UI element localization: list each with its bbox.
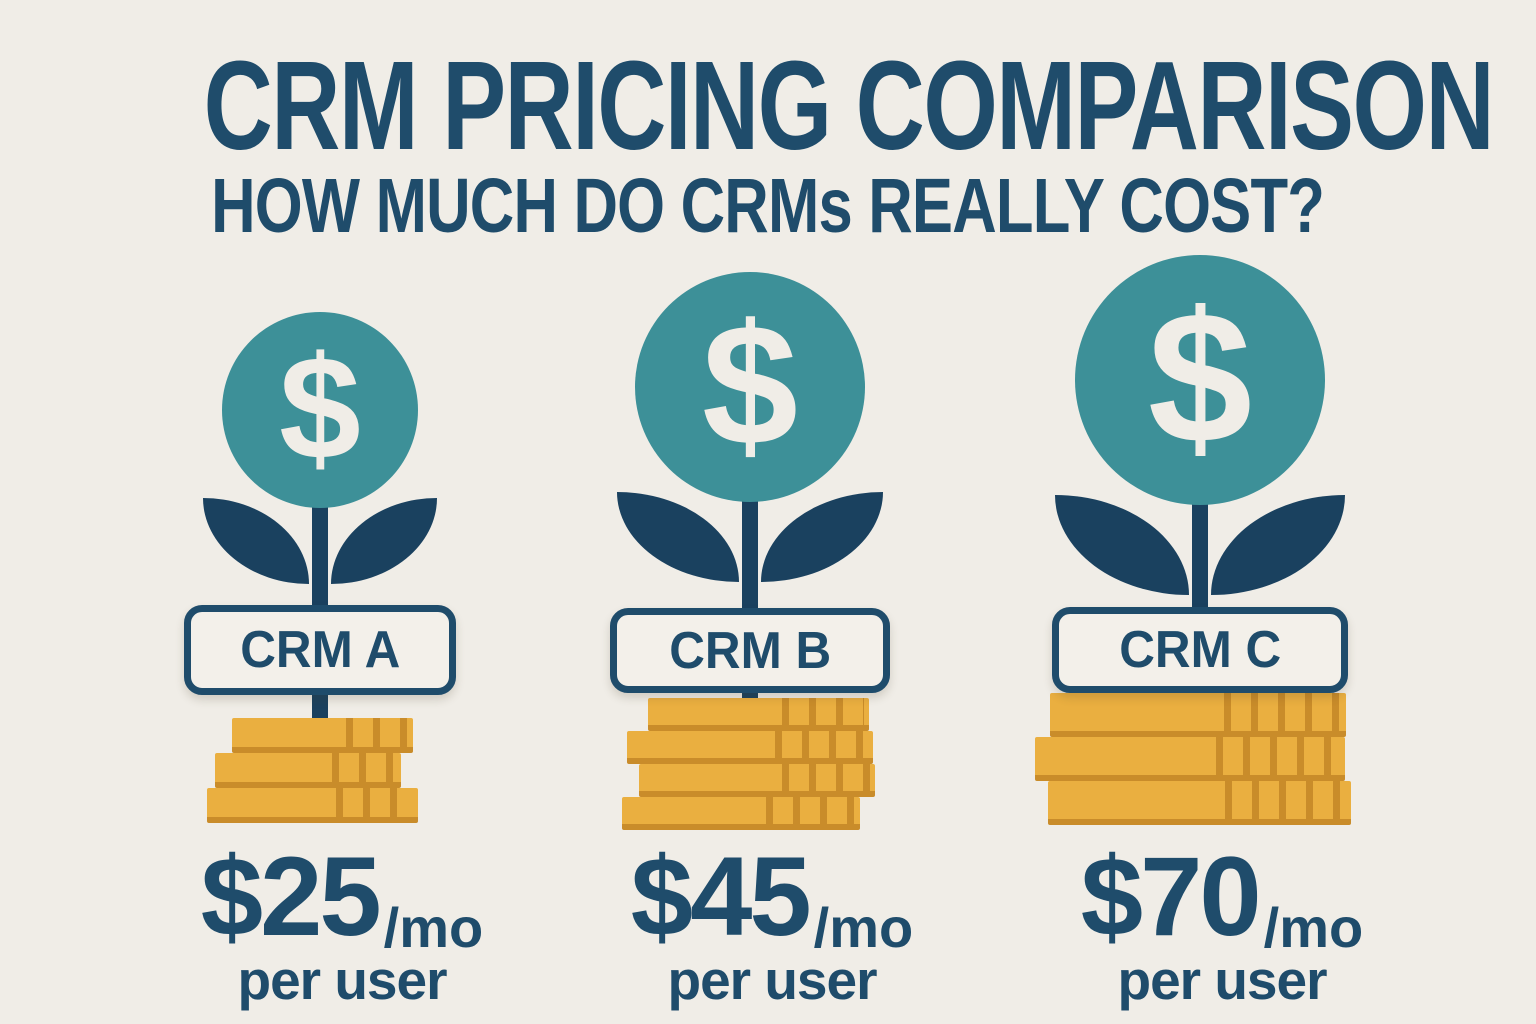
coin <box>231 718 413 753</box>
coin <box>627 731 873 764</box>
crm-label: CRM B <box>669 621 831 680</box>
dollar-sign-icon: $ <box>1147 272 1253 483</box>
leaf-left-icon <box>1055 495 1189 595</box>
coin <box>1035 737 1345 781</box>
price-line: $70 /mo <box>1080 834 1363 959</box>
price-line: $25 /mo <box>200 834 483 959</box>
crm-label-box-a: CRM A <box>184 605 456 695</box>
price-amount: $25 <box>200 834 382 959</box>
money-plant-b: $ <box>540 272 960 608</box>
coin <box>639 764 875 797</box>
crm-column-c: $ CRM C $70 /mo per user <box>980 255 1420 1012</box>
coin <box>1047 781 1351 825</box>
coin <box>1050 693 1346 737</box>
price-period: /mo <box>1263 896 1364 959</box>
coin <box>206 788 418 823</box>
stem-icon <box>312 695 328 718</box>
crm-column-b: $ CRM B $45 /mo per user <box>540 272 960 1012</box>
crm-label: CRM A <box>239 621 401 679</box>
page-title: CRM PRICING COMPARISON <box>0 35 1536 176</box>
money-plant-c: $ <box>980 255 1420 607</box>
crm-label: CRM C <box>1119 621 1281 679</box>
dollar-coin-icon: $ <box>1075 255 1325 505</box>
price-per-user: per user <box>1117 949 1327 1012</box>
coin-stack <box>206 718 426 823</box>
price-amount: $70 <box>1080 834 1262 959</box>
leaf-left-icon <box>617 492 739 582</box>
leaf-left-icon <box>203 498 309 584</box>
leaf-right-icon <box>331 498 437 584</box>
price-per-user: per user <box>667 949 877 1012</box>
page-title-text: CRM PRICING COMPARISON <box>203 35 1495 176</box>
price-period: /mo <box>383 896 484 959</box>
coin <box>215 753 401 788</box>
price-per-user: per user <box>237 949 447 1012</box>
dollar-sign-icon: $ <box>702 288 798 482</box>
money-plant-a: $ <box>110 312 530 605</box>
price-period: /mo <box>813 896 914 959</box>
crm-column-a: $ CRM A $25 /mo per user <box>110 312 530 1012</box>
coin-stack <box>1035 693 1355 825</box>
stem-icon <box>742 693 758 698</box>
dollar-coin-icon: $ <box>635 272 865 502</box>
leaf-right-icon <box>761 492 883 582</box>
price-block: $25 /mo per user <box>200 834 483 1012</box>
price-block: $70 /mo per user <box>1080 834 1363 1012</box>
coin-stack <box>622 698 875 830</box>
crm-label-box-b: CRM B <box>610 608 890 693</box>
price-block: $45 /mo per user <box>630 834 913 1012</box>
price-amount: $45 <box>630 834 812 959</box>
price-line: $45 /mo <box>630 834 913 959</box>
crm-label-box-c: CRM C <box>1052 607 1348 693</box>
page-subtitle: HOW MUCH DO CRMs REALLY COST? <box>0 168 1536 245</box>
dollar-coin-icon: $ <box>222 312 418 508</box>
coin <box>622 797 860 830</box>
coin <box>647 698 869 731</box>
page-subtitle-text: HOW MUCH DO CRMs REALLY COST? <box>211 163 1325 249</box>
leaf-right-icon <box>1211 495 1345 595</box>
dollar-sign-icon: $ <box>279 326 361 491</box>
